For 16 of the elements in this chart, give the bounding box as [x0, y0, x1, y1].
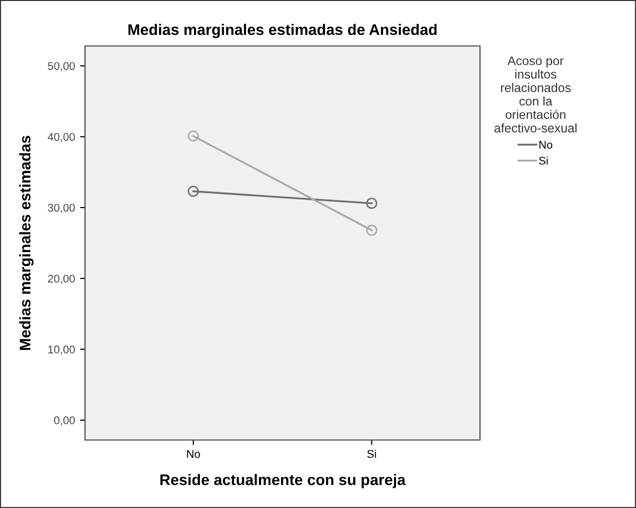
y-tick-label: 40,00 — [48, 132, 75, 142]
point — [366, 224, 378, 236]
y-axis-title: Medias marginales estimadas — [19, 136, 34, 350]
chart-title: Medias marginales estimadas de Ansiedad — [128, 24, 437, 38]
y-tick-label: 0,00 — [54, 416, 75, 426]
point — [188, 186, 199, 197]
y-tick-label: 30,00 — [48, 204, 75, 214]
legend-label: Si — [539, 156, 548, 165]
x-axis-title: Reside actualmente con su pareja — [160, 474, 406, 488]
point — [188, 130, 199, 142]
y-tick-label: 10,00 — [48, 346, 75, 355]
y-tick-label: 20,00 — [48, 274, 75, 284]
y-tick-label: 50,00 — [48, 62, 75, 72]
legend-label: No — [539, 140, 552, 149]
legend-title: Acoso por insultos relacionados con la orientación afectivo-sexual — [494, 56, 576, 132]
point — [366, 198, 378, 209]
